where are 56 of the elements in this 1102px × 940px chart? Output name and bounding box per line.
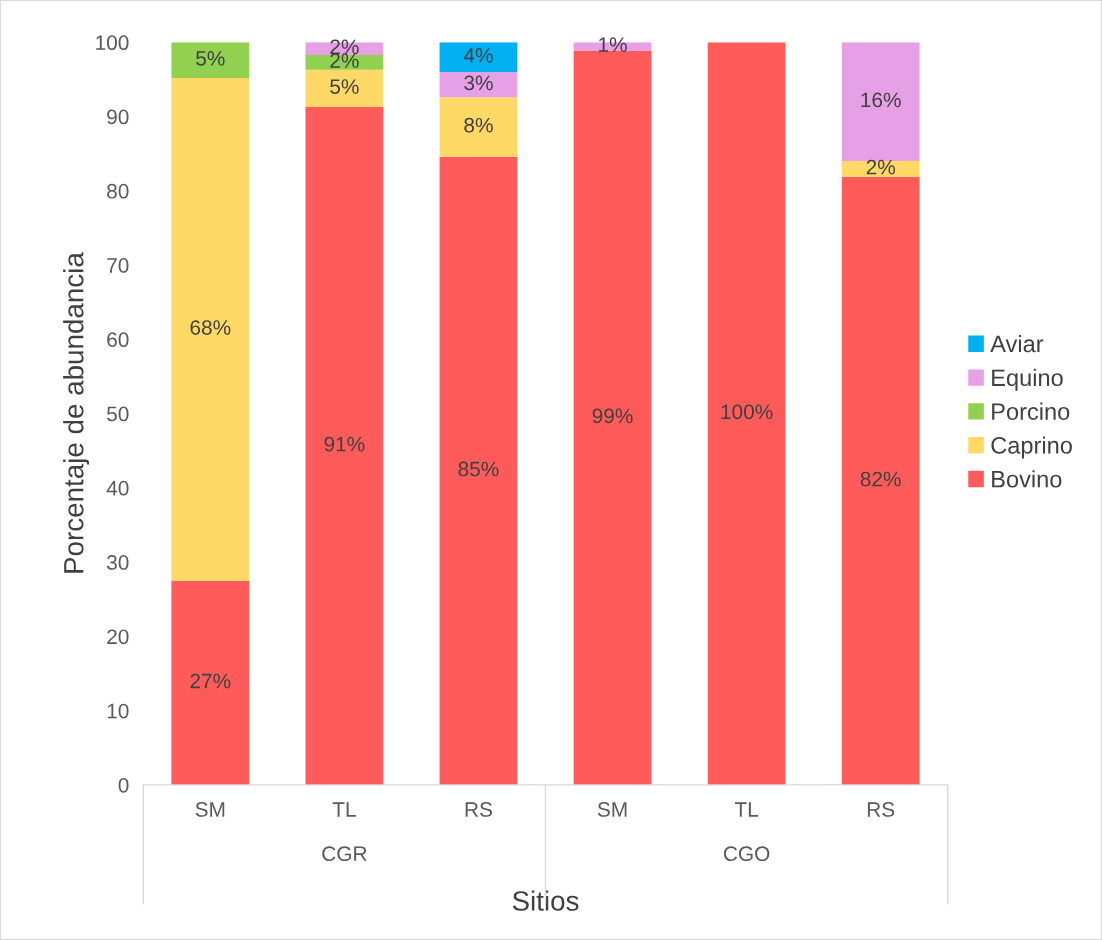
y-tick-label: 100 <box>96 35 129 51</box>
y-tick-label: 20 <box>107 629 129 645</box>
data-label: 85% <box>458 461 499 477</box>
y-tick-label: 30 <box>106 555 129 570</box>
bar <box>439 42 518 72</box>
legend-label: Caprino <box>991 436 1072 459</box>
y-tick-label: 10 <box>107 703 129 719</box>
x-tick-label: SM <box>195 802 225 817</box>
x-tick-label: RS <box>465 802 492 817</box>
y-tick-label: 50 <box>107 406 129 422</box>
x-tick-label: TL <box>332 802 356 817</box>
bar <box>171 42 250 78</box>
bar <box>439 97 518 157</box>
bar <box>439 156 518 785</box>
data-label: 91% <box>324 436 365 452</box>
data-label: 2% <box>866 159 895 175</box>
x-tick-label: TL <box>734 802 759 817</box>
data-label: 8% <box>464 117 493 133</box>
legend-label: Bovino <box>992 470 1062 488</box>
bar <box>573 50 652 785</box>
y-tick-label: 70 <box>107 258 129 273</box>
data-label: 100% <box>721 404 773 420</box>
legend-label: Equino <box>992 368 1063 391</box>
y-axis-title: Porcentaje de abundancia <box>63 252 90 573</box>
y-tick-label: 60 <box>107 332 129 348</box>
x-tick-label: SM <box>597 802 627 817</box>
x-tick-label: RS <box>867 802 895 817</box>
data-label: 16% <box>861 92 901 108</box>
bar <box>439 72 518 98</box>
legend-label: Porcino <box>992 402 1070 420</box>
y-tick-label: 80 <box>107 183 129 199</box>
bar <box>841 176 920 785</box>
data-label: 2% <box>330 39 359 55</box>
data-label: 68% <box>190 320 231 335</box>
bar <box>707 42 786 785</box>
data-label: 27% <box>190 673 231 689</box>
data-label: 5% <box>330 79 359 94</box>
bar <box>171 580 250 785</box>
text: CGO <box>723 846 770 862</box>
data-label: 99% <box>592 408 633 424</box>
y-tick-label: 90 <box>107 109 129 125</box>
data-label: 3% <box>464 75 493 91</box>
data-label: 2% <box>330 53 359 68</box>
bar <box>841 161 920 177</box>
y-tick-label: 40 <box>106 480 129 496</box>
data-label: 82% <box>860 471 901 487</box>
legend-label: Aviar <box>990 334 1044 353</box>
bar <box>305 106 384 785</box>
bar <box>171 77 250 581</box>
text: CGR <box>322 846 367 862</box>
y-tick-label: 0 <box>118 777 129 793</box>
bar <box>305 54 384 70</box>
bar <box>305 69 384 107</box>
data-label: 5% <box>196 51 225 66</box>
data-label: 4% <box>463 48 493 63</box>
x-axis-title: Sitios <box>512 890 579 911</box>
